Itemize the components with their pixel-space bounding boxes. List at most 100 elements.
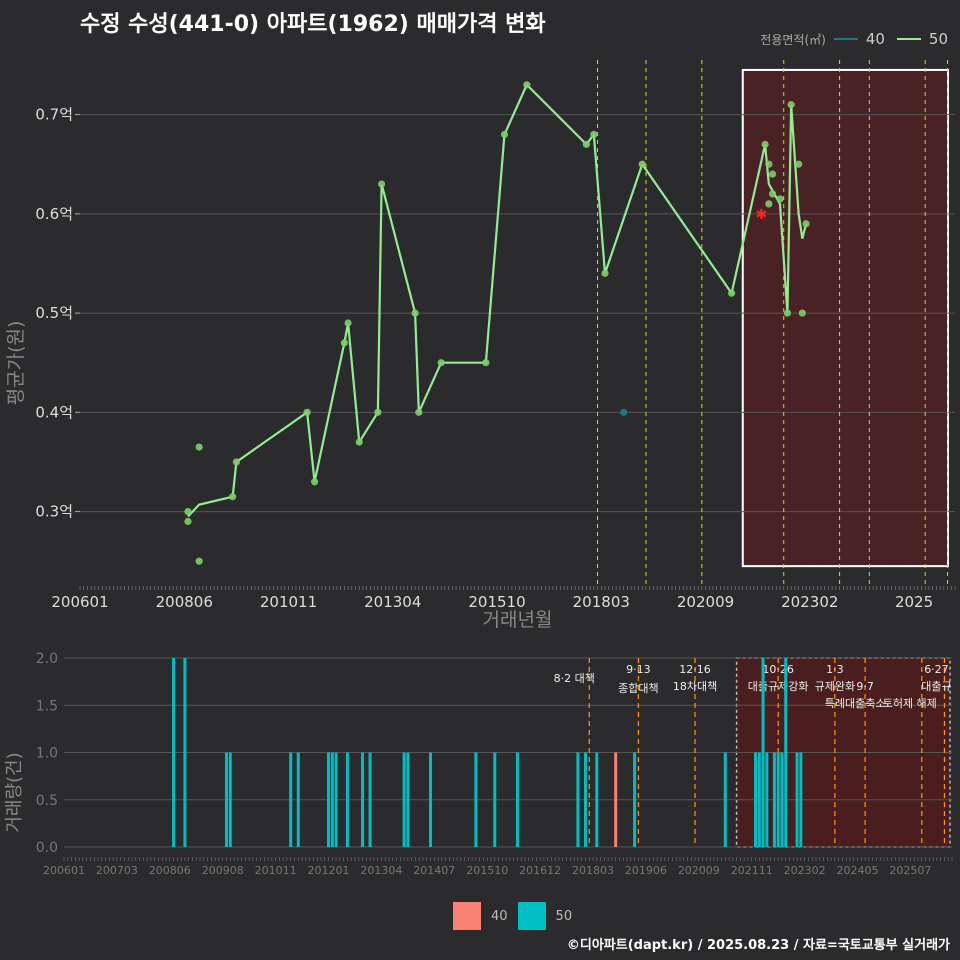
y-tick-label-bottom: 0.0 — [36, 840, 58, 856]
series-50-point — [195, 557, 203, 565]
series-50-point — [727, 289, 736, 297]
x-tick-label-bottom: 201011 — [255, 864, 297, 877]
x-tick-label-bottom: 202111 — [731, 864, 773, 877]
series-50-point — [590, 130, 598, 139]
series-50-point — [303, 408, 311, 416]
x-tick-label-bottom: 200908 — [202, 864, 244, 877]
y-tick-label: 0.4억 — [35, 403, 73, 421]
legend-bottom-swatch-50 — [517, 902, 546, 930]
series-50-point — [802, 220, 810, 228]
policy-label: 규제완화 — [815, 680, 855, 693]
bar-50 — [757, 752, 761, 847]
bar-50 — [296, 752, 300, 847]
bar-50 — [474, 752, 478, 847]
y-tick-label: 0.7억 — [35, 106, 73, 124]
policy-label: 토허제 해제 — [883, 696, 937, 710]
series-50-point — [638, 160, 646, 168]
series-50-point — [482, 359, 490, 367]
policy-label: 18차대책 — [673, 680, 717, 693]
series-50-point — [765, 160, 773, 168]
policy-label: 9·13 — [626, 663, 651, 676]
x-tick-label: 201011 — [260, 593, 317, 611]
x-tick-label-bottom: 201510 — [466, 864, 508, 877]
legend-bottom-swatch-40 — [453, 902, 481, 930]
bar-50 — [576, 752, 580, 847]
x-tick-label-bottom: 201407 — [413, 864, 455, 877]
x-tick-label-bottom: 201906 — [625, 864, 667, 877]
series-50-point — [776, 195, 784, 203]
x-tick-label-bottom: 200703 — [96, 864, 138, 877]
x-tick-label-bottom: 200601 — [43, 864, 85, 877]
bar-50 — [723, 752, 727, 847]
x-axis-title: 거래년월 — [483, 609, 553, 631]
series-50-point — [783, 309, 792, 317]
x-tick-label-bottom: 201201 — [308, 864, 350, 877]
bar-50 — [172, 658, 176, 847]
x-tick-label: 200601 — [51, 593, 108, 611]
series-50-point — [232, 458, 240, 466]
series-50-point — [582, 140, 590, 148]
credit-text: ©디아파트(dapt.kr) / 2025.08.23 / 자료=국토교통부 실… — [566, 938, 950, 953]
bar-50 — [754, 752, 758, 847]
policy-label: 특례대출축소 — [825, 697, 886, 710]
policy-label: 12·16 — [679, 663, 711, 676]
y-axis-title-bottom: 거래량(건) — [4, 752, 25, 832]
series-50-point — [184, 517, 192, 526]
bar-40 — [614, 752, 618, 847]
policy-label: 10·26 — [762, 663, 794, 676]
x-tick-label: 201304 — [364, 593, 421, 611]
legend-label-40: 40 — [865, 30, 885, 48]
x-tick-label: 200806 — [156, 593, 213, 611]
series-50-point — [795, 160, 803, 168]
series-50-point — [195, 443, 203, 451]
highlight-region — [741, 68, 949, 568]
bar-50 — [595, 752, 599, 847]
bar-50 — [334, 752, 338, 847]
x-tick-label-bottom: 201803 — [572, 864, 614, 877]
bar-50 — [515, 752, 519, 847]
series-50-point — [798, 309, 806, 317]
policy-label: 1·3 — [826, 663, 844, 676]
series-40-point — [620, 408, 628, 416]
x-tick-label: 201510 — [468, 593, 525, 611]
bar-50 — [583, 752, 587, 847]
series-50-point — [768, 190, 777, 198]
legend-heading: 전용면적(㎡) — [760, 32, 826, 47]
y-tick-label-bottom: 1.5 — [36, 698, 58, 714]
bar-50 — [327, 752, 331, 847]
series-50-point — [601, 269, 609, 277]
series-50-point — [787, 101, 795, 109]
star-marker: ✱ — [756, 207, 768, 223]
y-tick-label: 0.6억 — [35, 205, 73, 223]
bar-50 — [784, 658, 788, 847]
y-tick-label: 0.5억 — [35, 304, 73, 322]
x-tick-label-bottom: 202405 — [837, 864, 879, 877]
y-tick-label-bottom: 1.0 — [36, 746, 58, 762]
legend-bottom-label-50: 50 — [555, 908, 573, 924]
bar-50 — [228, 752, 232, 847]
x-tick-label-bottom: 201304 — [360, 864, 402, 877]
chart-title: 수정 수성(441-0) 아파트(1962) 매매가격 변화 — [80, 12, 546, 37]
bar-50 — [795, 752, 799, 847]
series-50-point — [411, 309, 419, 317]
bar-50 — [361, 752, 365, 847]
series-50-point — [500, 130, 509, 139]
y-tick-label: 0.3억 — [35, 503, 73, 521]
policy-label: 대출규 — [921, 680, 951, 693]
series-50-point — [415, 408, 423, 416]
bar-50 — [633, 752, 637, 847]
series-50-point — [374, 408, 382, 416]
series-50-point — [184, 507, 192, 516]
y-tick-label-bottom: 2.0 — [36, 651, 58, 667]
bar-50 — [368, 752, 372, 847]
x-tick-label-bottom: 201612 — [519, 864, 561, 877]
x-tick-label: 201803 — [573, 593, 630, 611]
x-tick-label-bottom: 202302 — [784, 864, 826, 877]
bar-50 — [772, 752, 776, 847]
policy-label: 종합대책 — [618, 682, 658, 695]
legend-swatch-40 — [833, 38, 858, 40]
series-50-point — [310, 478, 319, 486]
x-tick-label: 202302 — [781, 593, 838, 611]
series-50-point — [437, 359, 445, 367]
